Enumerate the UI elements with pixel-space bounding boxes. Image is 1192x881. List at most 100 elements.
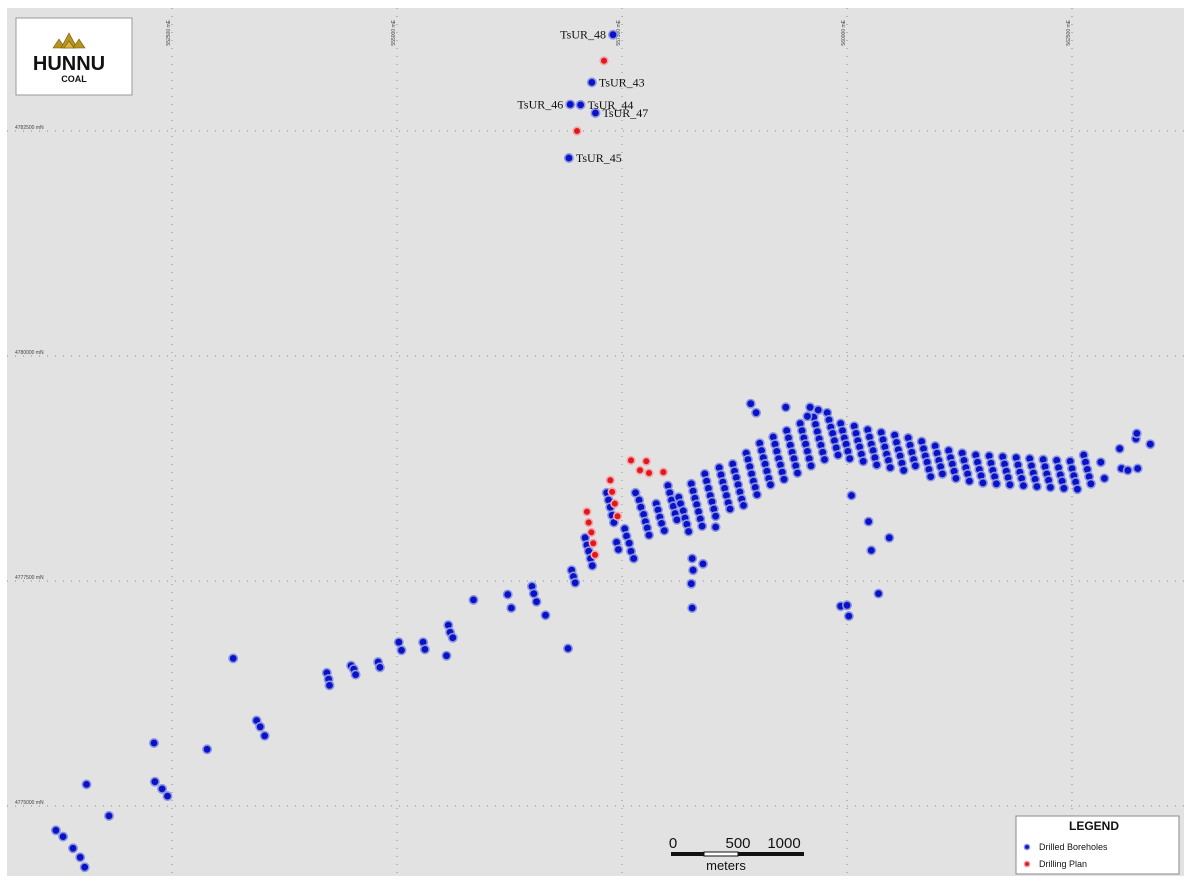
drilled-borehole (765, 479, 776, 490)
planned-borehole (586, 527, 597, 538)
company-logo: HUNNU COAL (15, 17, 133, 96)
drilled-borehole (819, 454, 830, 465)
planned-borehole (588, 538, 598, 548)
drilled-borehole (745, 398, 756, 409)
drilled-borehole (68, 843, 79, 854)
drilled-borehole (710, 521, 721, 532)
logo-subtitle: COAL (61, 74, 87, 84)
drilled-borehole (149, 776, 160, 787)
coordinate-grid: 552500 mE 555000 mE 557500 mE 560000 mE 5625… (7, 8, 1184, 876)
drilled-borehole (1004, 479, 1015, 490)
northing-tick-label: 4782500 mN (15, 125, 44, 131)
drilled-borehole (843, 611, 854, 622)
drilled-borehole (441, 650, 452, 661)
drilled-borehole (587, 560, 598, 571)
drilled-borehole (447, 632, 458, 643)
borehole-label: TsUR_44 (588, 98, 634, 112)
drilled-borehole (659, 525, 670, 536)
drilled-borehole (259, 730, 270, 741)
drilled-borehole (255, 721, 266, 732)
drilled-borehole (683, 526, 694, 537)
drilled-borehole (58, 831, 69, 842)
drilled-borehole (884, 532, 895, 543)
drilled-borehole (846, 490, 857, 501)
drilled-borehole (1072, 484, 1083, 495)
legend-item-planned: Drilling Plan (1023, 859, 1087, 869)
drilled-borehole (1031, 481, 1042, 492)
drilled-borehole (686, 578, 697, 589)
scale-tick-500: 500 (725, 835, 750, 852)
drilled-borehole (802, 411, 813, 422)
drilled-borehole (910, 460, 921, 471)
drilled-borehole (805, 402, 816, 413)
drilled-borehole (863, 516, 874, 527)
planned-borehole-symbol-icon (1023, 860, 1031, 868)
drilled-borehole (607, 29, 618, 40)
planned-borehole (641, 456, 651, 466)
easting-tick-label: 555000 mE (391, 19, 397, 45)
drilled-borehole (643, 530, 654, 541)
drilled-borehole (613, 544, 624, 555)
drilled-borehole (79, 862, 90, 873)
scale-tick-1000: 1000 (767, 835, 800, 852)
scale-tick-0: 0 (669, 835, 677, 852)
drilled-borehole (1058, 483, 1069, 494)
drilled-borehole (687, 553, 698, 564)
drilled-borehole (1085, 478, 1096, 489)
drilled-borehole (624, 538, 635, 549)
scale-bar: 0 500 1000 meters (669, 835, 804, 873)
planned-borehole (626, 455, 636, 466)
drilled-borehole (393, 637, 404, 648)
drilled-borehole (991, 478, 1002, 489)
drilled-borehole (697, 558, 708, 569)
drilled-borehole (228, 653, 239, 664)
drilled-borehole (778, 474, 789, 485)
drilled-borehole (628, 553, 639, 564)
planned-borehole (584, 517, 594, 528)
drilled-borehole (925, 471, 936, 482)
drilled-borehole (149, 737, 160, 748)
drilled-borehole (540, 610, 551, 621)
map-legend: LEGEND Drilled Boreholes Drilling Plan (1015, 815, 1180, 875)
logo-wordmark: HUNNU (33, 53, 105, 75)
drilled-borehole (162, 791, 173, 802)
borehole-label: TsUR_46 (517, 97, 563, 111)
planned-borehole (582, 507, 592, 517)
northing-tick-label: 4780000 mN (15, 350, 44, 356)
scale-unit-label: meters (706, 858, 746, 873)
drilled-borehole (1095, 457, 1106, 468)
drilled-borehole (531, 596, 542, 607)
drilled-borehole (813, 404, 824, 415)
drilled-borehole (1114, 443, 1125, 454)
drilled-borehole (751, 489, 762, 500)
drilled-borehole (50, 825, 61, 836)
drilled-borehole (805, 460, 816, 471)
drilled-borehole (844, 453, 855, 464)
drilled-borehole (710, 511, 721, 522)
drilled-borehole (792, 467, 803, 478)
planned-borehole (612, 511, 623, 521)
drilled-borehole (1018, 480, 1029, 491)
logo-mark-icon (52, 32, 86, 49)
drilled-borehole (1099, 473, 1110, 484)
drilled-borehole (832, 449, 843, 460)
drilled-borehole (324, 680, 335, 691)
scale-bar-segment-dark (671, 852, 704, 856)
drilled-borehole (75, 852, 86, 863)
drilled-borehole (202, 744, 213, 755)
drilled-borehole (565, 99, 576, 110)
drilled-borehole (751, 407, 762, 418)
planned-borehole (590, 550, 600, 560)
drilled-borehole (898, 465, 909, 476)
drilled-borehole (977, 477, 988, 488)
planned-borehole (599, 56, 609, 66)
drilled-borehole (1145, 439, 1156, 450)
drilled-borehole (350, 669, 361, 680)
drilled-borehole (81, 779, 92, 790)
legend-title: LEGEND (1069, 819, 1119, 833)
drilled-borehole (724, 503, 735, 514)
borehole-label: TsUR_48 (560, 28, 606, 42)
planned-borehole (635, 465, 645, 475)
drilled-borehole (1045, 482, 1056, 493)
